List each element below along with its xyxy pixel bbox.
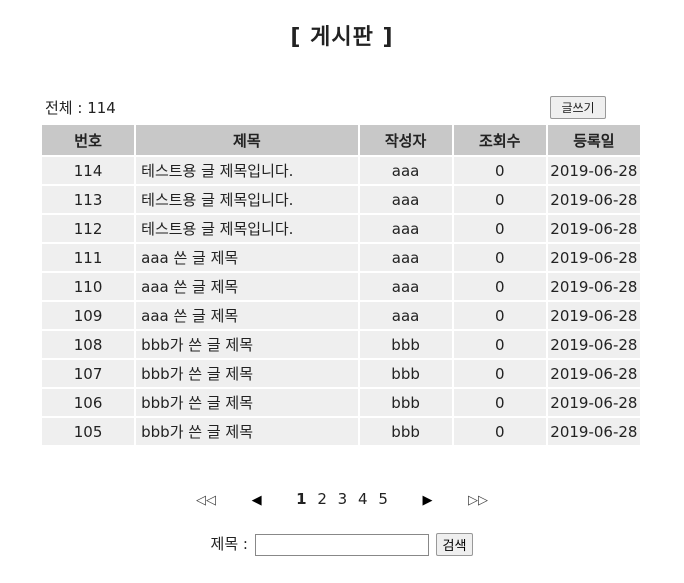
cell-number: 111: [42, 244, 135, 271]
table-row: 109 aaa 쓴 글 제목 aaa 0 2019-06-28: [42, 302, 640, 329]
cell-writer: aaa: [359, 302, 452, 329]
cell-writer: bbb: [359, 360, 452, 387]
page-link-3[interactable]: 3: [337, 490, 348, 508]
total-count: 전체 : 114: [45, 99, 116, 117]
cell-number: 114: [42, 157, 135, 184]
page-link-1[interactable]: 1: [296, 490, 307, 508]
cell-subject-link[interactable]: 테스트용 글 제목입니다.: [136, 186, 358, 213]
cell-date: 2019-06-28: [547, 157, 640, 184]
cell-number: 106: [42, 389, 135, 416]
last-page-icon[interactable]: ▷▷: [468, 493, 488, 508]
cell-writer: bbb: [359, 418, 452, 445]
table-row: 113 테스트용 글 제목입니다. aaa 0 2019-06-28: [42, 186, 640, 213]
cell-number: 109: [42, 302, 135, 329]
page-link-4[interactable]: 4: [358, 490, 368, 508]
cell-number: 113: [42, 186, 135, 213]
search-input[interactable]: [254, 533, 429, 556]
search-label: 제목 :: [210, 535, 248, 553]
cell-writer: aaa: [359, 244, 452, 271]
cell-views: 0: [453, 389, 546, 416]
page-link-2[interactable]: 2: [317, 490, 327, 508]
header-writer: 작성자: [359, 125, 452, 155]
table-row: 105 bbb가 쓴 글 제목 bbb 0 2019-06-28: [42, 418, 640, 445]
table-row: 110 aaa 쓴 글 제목 aaa 0 2019-06-28: [42, 273, 640, 300]
cell-views: 0: [453, 273, 546, 300]
cell-number: 108: [42, 331, 135, 358]
table-row: 114 테스트용 글 제목입니다. aaa 0 2019-06-28: [42, 157, 640, 184]
cell-date: 2019-06-28: [547, 418, 640, 445]
cell-subject-link[interactable]: aaa 쓴 글 제목: [136, 244, 358, 271]
table-row: 111 aaa 쓴 글 제목 aaa 0 2019-06-28: [42, 244, 640, 271]
cell-views: 0: [453, 157, 546, 184]
cell-date: 2019-06-28: [547, 186, 640, 213]
cell-writer: aaa: [359, 157, 452, 184]
table-row: 112 테스트용 글 제목입니다. aaa 0 2019-06-28: [42, 215, 640, 242]
cell-date: 2019-06-28: [547, 244, 640, 271]
cell-number: 110: [42, 273, 135, 300]
write-button[interactable]: 글쓰기: [550, 96, 606, 119]
cell-date: 2019-06-28: [547, 331, 640, 358]
cell-writer: bbb: [359, 331, 452, 358]
page-title: [ 게시판 ]: [290, 25, 394, 50]
header-date: 등록일: [547, 125, 640, 155]
cell-views: 0: [453, 418, 546, 445]
board-table: 번호 제목 작성자 조회수 등록일 114 테스트용 글 제목입니다. aaa …: [40, 123, 642, 447]
table-row: 107 bbb가 쓴 글 제목 bbb 0 2019-06-28: [42, 360, 640, 387]
cell-subject-link[interactable]: bbb가 쓴 글 제목: [136, 389, 358, 416]
table-header-row: 번호 제목 작성자 조회수 등록일: [42, 125, 640, 155]
cell-subject-link[interactable]: bbb가 쓴 글 제목: [136, 331, 358, 358]
cell-views: 0: [453, 186, 546, 213]
header-subject: 제목: [136, 125, 358, 155]
cell-writer: aaa: [359, 215, 452, 242]
cell-subject-link[interactable]: aaa 쓴 글 제목: [136, 302, 358, 329]
header-views: 조회수: [453, 125, 546, 155]
cell-views: 0: [453, 244, 546, 271]
cell-subject-link[interactable]: 테스트용 글 제목입니다.: [136, 215, 358, 242]
next-page-icon[interactable]: ▶: [422, 493, 433, 508]
header-number: 번호: [42, 125, 135, 155]
cell-subject-link[interactable]: 테스트용 글 제목입니다.: [136, 157, 358, 184]
cell-subject-link[interactable]: bbb가 쓴 글 제목: [136, 418, 358, 445]
first-page-icon[interactable]: ◁◁: [196, 493, 216, 508]
cell-writer: bbb: [359, 389, 452, 416]
cell-subject-link[interactable]: bbb가 쓴 글 제목: [136, 360, 358, 387]
cell-views: 0: [453, 331, 546, 358]
cell-date: 2019-06-28: [547, 273, 640, 300]
pagination: ◁◁ ◀ 1 2 3 4 5 ▶ ▷▷: [0, 490, 684, 508]
cell-writer: aaa: [359, 273, 452, 300]
cell-writer: aaa: [359, 186, 452, 213]
cell-views: 0: [453, 215, 546, 242]
search-button[interactable]: 검색: [435, 533, 474, 556]
cell-date: 2019-06-28: [547, 302, 640, 329]
search-bar: 제목 : 검색: [0, 533, 684, 556]
cell-number: 112: [42, 215, 135, 242]
table-row: 108 bbb가 쓴 글 제목 bbb 0 2019-06-28: [42, 331, 640, 358]
table-row: 106 bbb가 쓴 글 제목 bbb 0 2019-06-28: [42, 389, 640, 416]
cell-date: 2019-06-28: [547, 360, 640, 387]
cell-date: 2019-06-28: [547, 389, 640, 416]
prev-page-icon[interactable]: ◀: [251, 493, 262, 508]
cell-subject-link[interactable]: aaa 쓴 글 제목: [136, 273, 358, 300]
cell-number: 105: [42, 418, 135, 445]
page-link-5[interactable]: 5: [378, 490, 388, 508]
cell-views: 0: [453, 360, 546, 387]
cell-views: 0: [453, 302, 546, 329]
cell-number: 107: [42, 360, 135, 387]
cell-date: 2019-06-28: [547, 215, 640, 242]
